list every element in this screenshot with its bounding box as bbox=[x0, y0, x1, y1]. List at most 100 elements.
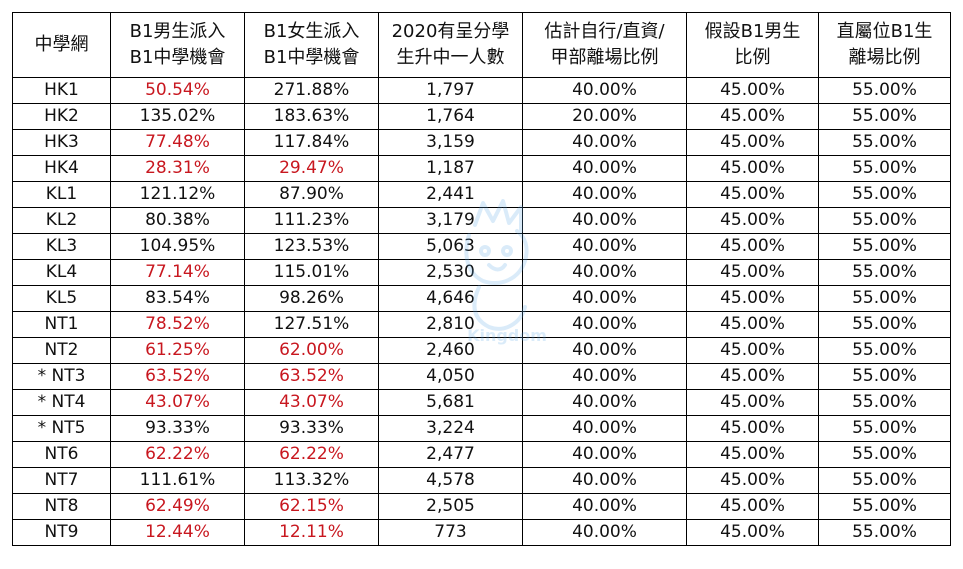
cell-girls-chance: 271.88% bbox=[244, 77, 379, 104]
cell-direct-leave-ratio: 55.00% bbox=[818, 415, 951, 442]
table-row: HK2 135.02% 183.63% 1,764 20.00% 45.00% 55.00% bbox=[12, 103, 951, 130]
table-row: NT1 78.52% 127.51% 2,810 40.00% 45.00% 55.00% bbox=[12, 311, 951, 338]
cell-leave-ratio: 40.00% bbox=[522, 519, 687, 546]
header-boys-chance: B1男生派入 B1中學機會 bbox=[110, 12, 245, 78]
cell-boys-chance: 50.54% bbox=[110, 77, 245, 104]
cell-girls-chance: 113.32% bbox=[244, 467, 379, 494]
cell-leave-ratio: 40.00% bbox=[522, 207, 687, 234]
cell-girls-chance: 62.00% bbox=[244, 337, 379, 364]
cell-girls-chance: 29.47% bbox=[244, 155, 379, 182]
cell-direct-leave-ratio: 55.00% bbox=[818, 129, 951, 156]
cell-student-count: 773 bbox=[378, 519, 523, 546]
cell-leave-ratio: 40.00% bbox=[522, 441, 687, 468]
cell-girls-chance: 93.33% bbox=[244, 415, 379, 442]
table-header: 中學網 B1男生派入 B1中學機會 B1女生派入 B1中學機會 2020有呈分學… bbox=[12, 12, 951, 78]
cell-student-count: 2,441 bbox=[378, 181, 523, 208]
cell-student-count: 1,187 bbox=[378, 155, 523, 182]
cell-school-net: NT9 bbox=[12, 519, 111, 546]
cell-leave-ratio: 40.00% bbox=[522, 337, 687, 364]
table-row: * NT4 43.07% 43.07% 5,681 40.00% 45.00% 55.00% bbox=[12, 389, 951, 416]
cell-boys-chance: 104.95% bbox=[110, 233, 245, 260]
cell-direct-leave-ratio: 55.00% bbox=[818, 519, 951, 546]
allocation-table: 中學網 B1男生派入 B1中學機會 B1女生派入 B1中學機會 2020有呈分學… bbox=[12, 12, 951, 546]
cell-school-net: KL3 bbox=[12, 233, 111, 260]
cell-student-count: 4,050 bbox=[378, 363, 523, 390]
cell-school-net: HK2 bbox=[12, 103, 111, 130]
cell-leave-ratio: 40.00% bbox=[522, 129, 687, 156]
cell-boys-chance: 78.52% bbox=[110, 311, 245, 338]
cell-leave-ratio: 40.00% bbox=[522, 285, 687, 312]
table-row: KL3 104.95% 123.53% 5,063 40.00% 45.00% 55.00% bbox=[12, 233, 951, 260]
cell-leave-ratio: 40.00% bbox=[522, 389, 687, 416]
cell-student-count: 1,764 bbox=[378, 103, 523, 130]
cell-boys-ratio: 45.00% bbox=[686, 519, 819, 546]
cell-school-net: * NT5 bbox=[12, 415, 111, 442]
header-girls-chance-line-2: B1中學機會 bbox=[263, 47, 360, 68]
cell-boys-ratio: 45.00% bbox=[686, 181, 819, 208]
cell-boys-ratio: 45.00% bbox=[686, 77, 819, 104]
cell-boys-ratio: 45.00% bbox=[686, 363, 819, 390]
cell-school-net: NT2 bbox=[12, 337, 111, 364]
cell-girls-chance: 62.22% bbox=[244, 441, 379, 468]
cell-leave-ratio: 40.00% bbox=[522, 415, 687, 442]
header-girls-chance: B1女生派入 B1中學機會 bbox=[244, 12, 379, 78]
cell-boys-chance: 63.52% bbox=[110, 363, 245, 390]
cell-girls-chance: 115.01% bbox=[244, 259, 379, 286]
header-school-net-line-1: 中學網 bbox=[34, 34, 89, 55]
header-leave-ratio-line-1: 估計自行/直資/ bbox=[544, 21, 665, 42]
cell-boys-chance: 61.25% bbox=[110, 337, 245, 364]
header-direct-leave-ratio-line-1: 直屬位B1生 bbox=[836, 21, 933, 42]
cell-boys-chance: 80.38% bbox=[110, 207, 245, 234]
cell-school-net: NT6 bbox=[12, 441, 111, 468]
cell-direct-leave-ratio: 55.00% bbox=[818, 259, 951, 286]
header-student-count-line-1: 2020有呈分學 bbox=[391, 21, 510, 42]
cell-direct-leave-ratio: 55.00% bbox=[818, 155, 951, 182]
cell-boys-ratio: 45.00% bbox=[686, 337, 819, 364]
cell-leave-ratio: 40.00% bbox=[522, 311, 687, 338]
cell-direct-leave-ratio: 55.00% bbox=[818, 181, 951, 208]
cell-student-count: 5,063 bbox=[378, 233, 523, 260]
header-student-count-line-2: 生升中一人數 bbox=[396, 47, 505, 68]
header-boys-ratio-line-2: 比例 bbox=[734, 47, 771, 68]
table-row: NT8 62.49% 62.15% 2,505 40.00% 45.00% 55.00% bbox=[12, 493, 951, 520]
cell-boys-ratio: 45.00% bbox=[686, 129, 819, 156]
cell-student-count: 5,681 bbox=[378, 389, 523, 416]
cell-student-count: 2,810 bbox=[378, 311, 523, 338]
cell-boys-chance: 111.61% bbox=[110, 467, 245, 494]
cell-girls-chance: 111.23% bbox=[244, 207, 379, 234]
cell-boys-chance: 12.44% bbox=[110, 519, 245, 546]
cell-leave-ratio: 40.00% bbox=[522, 467, 687, 494]
cell-girls-chance: 87.90% bbox=[244, 181, 379, 208]
cell-school-net: HK1 bbox=[12, 77, 111, 104]
cell-student-count: 2,530 bbox=[378, 259, 523, 286]
cell-boys-ratio: 45.00% bbox=[686, 311, 819, 338]
cell-boys-ratio: 45.00% bbox=[686, 207, 819, 234]
cell-direct-leave-ratio: 55.00% bbox=[818, 233, 951, 260]
cell-girls-chance: 98.26% bbox=[244, 285, 379, 312]
header-boys-chance-line-1: B1男生派入 bbox=[129, 21, 226, 42]
table-row: NT6 62.22% 62.22% 2,477 40.00% 45.00% 55.00% bbox=[12, 441, 951, 468]
allocation-table-container: 中學網 B1男生派入 B1中學機會 B1女生派入 B1中學機會 2020有呈分學… bbox=[12, 12, 951, 546]
cell-school-net: KL5 bbox=[12, 285, 111, 312]
header-student-count: 2020有呈分學 生升中一人數 bbox=[378, 12, 523, 78]
cell-leave-ratio: 40.00% bbox=[522, 77, 687, 104]
cell-leave-ratio: 40.00% bbox=[522, 155, 687, 182]
cell-girls-chance: 127.51% bbox=[244, 311, 379, 338]
cell-girls-chance: 62.15% bbox=[244, 493, 379, 520]
cell-girls-chance: 12.11% bbox=[244, 519, 379, 546]
cell-boys-ratio: 45.00% bbox=[686, 233, 819, 260]
cell-school-net: HK4 bbox=[12, 155, 111, 182]
table-row: NT2 61.25% 62.00% 2,460 40.00% 45.00% 55.00% bbox=[12, 337, 951, 364]
cell-direct-leave-ratio: 55.00% bbox=[818, 77, 951, 104]
cell-boys-chance: 83.54% bbox=[110, 285, 245, 312]
cell-boys-ratio: 45.00% bbox=[686, 415, 819, 442]
cell-girls-chance: 43.07% bbox=[244, 389, 379, 416]
table-row: KL5 83.54% 98.26% 4,646 40.00% 45.00% 55.00% bbox=[12, 285, 951, 312]
cell-school-net: * NT4 bbox=[12, 389, 111, 416]
cell-direct-leave-ratio: 55.00% bbox=[818, 467, 951, 494]
cell-student-count: 4,646 bbox=[378, 285, 523, 312]
cell-leave-ratio: 40.00% bbox=[522, 493, 687, 520]
cell-boys-ratio: 45.00% bbox=[686, 285, 819, 312]
cell-student-count: 2,460 bbox=[378, 337, 523, 364]
cell-school-net: KL2 bbox=[12, 207, 111, 234]
